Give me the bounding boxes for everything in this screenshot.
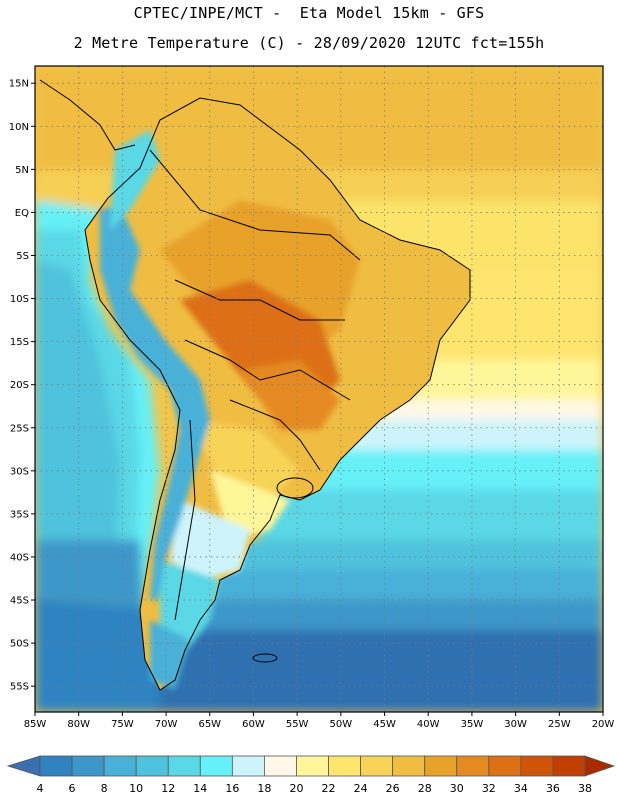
colorbar-label: 18 <box>257 782 271 795</box>
colorbar-label: 38 <box>578 782 592 795</box>
lat-label: 20S <box>10 380 29 391</box>
lon-label: 40W <box>417 719 440 730</box>
colorbar-label: 36 <box>546 782 560 795</box>
colorbar-label: 10 <box>129 782 143 795</box>
colorbar-label: 28 <box>418 782 432 795</box>
lat-label: 10S <box>10 294 29 305</box>
colorbar-label: 12 <box>161 782 175 795</box>
colorbar-label: 30 <box>450 782 464 795</box>
colorbar-swatch <box>360 755 394 777</box>
colorbar-swatch <box>296 755 329 777</box>
colorbar-swatch <box>199 755 233 777</box>
lon-label: 60W <box>242 719 265 730</box>
colorbar-label: 34 <box>514 782 528 795</box>
colorbar-label: 16 <box>225 782 239 795</box>
latitude-labels: 15N 10N 5N EQ 5S 10S 15S 20S 25S 30S 35S 40S 45S 50S 5… <box>9 79 35 693</box>
grid-lines <box>35 66 603 712</box>
coastlines <box>39 79 471 691</box>
colorbar-label: 22 <box>322 782 336 795</box>
lat-label: 35S <box>10 509 29 520</box>
colorbar-label: 20 <box>289 782 303 795</box>
colorbar-swatch <box>231 755 265 777</box>
colorbar-swatch <box>552 755 586 777</box>
lon-label: 70W <box>155 719 178 730</box>
colorbar-swatch <box>103 755 137 777</box>
colorbar-swatch <box>135 755 169 777</box>
lon-label: 80W <box>67 719 90 730</box>
lon-label: 20W <box>592 719 615 730</box>
lat-label: 55S <box>10 682 29 693</box>
colorbar-swatch <box>39 755 73 777</box>
colorbar-label: 8 <box>101 782 108 795</box>
lat-label: 5N <box>15 165 29 176</box>
lat-label: 40S <box>10 552 29 563</box>
colorbar-swatch <box>456 755 490 777</box>
colorbar-swatch <box>167 755 201 777</box>
lon-label: 75W <box>111 719 134 730</box>
lon-label: 25W <box>548 719 571 730</box>
colorbar-label: 26 <box>386 782 400 795</box>
colorbar-swatch <box>328 755 361 777</box>
colorbar-label: 4 <box>37 782 44 795</box>
lat-label: 5S <box>16 251 29 262</box>
chart-subtitle: 2 Metre Temperature (C) - 28/09/2020 12U… <box>73 34 545 52</box>
colorbar-swatch <box>520 755 554 777</box>
colorbar: 4 6 8 10 12 14 16 18 20 22 24 26 28 30 32 34 36 38 <box>6 755 616 795</box>
lat-label: 15S <box>10 337 29 348</box>
lat-label: EQ <box>15 208 29 219</box>
lon-label: 55W <box>286 719 309 730</box>
lat-label: 25S <box>10 423 29 434</box>
colorbar-swatch <box>71 755 105 777</box>
colorbar-swatch <box>424 755 458 777</box>
colorbar-label: 32 <box>482 782 496 795</box>
colorbar-label: 24 <box>354 782 368 795</box>
colorbar-arrow-right <box>584 755 616 777</box>
colorbar-arrow-left <box>6 755 41 777</box>
lon-label: 65W <box>198 719 221 730</box>
lon-label: 30W <box>504 719 527 730</box>
colorbar-swatch <box>488 755 522 777</box>
lat-label: 45S <box>10 596 29 607</box>
lat-label: 10N <box>9 122 29 133</box>
lon-label: 50W <box>330 719 353 730</box>
map-field <box>35 66 603 712</box>
colorbar-swatch <box>392 755 426 777</box>
lon-label: 85W <box>24 719 47 730</box>
lat-label: 15N <box>9 79 29 90</box>
lat-label: 50S <box>10 639 29 650</box>
longitude-labels: 85W 80W 75W 70W 65W 60W 55W 50W 45W 40W 35W 30W 25W 2… <box>24 712 615 730</box>
colorbar-label: 14 <box>193 782 207 795</box>
chart-title: CPTEC/INPE/MCT - Eta Model 15km - GFS <box>133 4 485 22</box>
lon-label: 45W <box>373 719 396 730</box>
lat-label: 30S <box>10 466 29 477</box>
lon-label: 35W <box>461 719 484 730</box>
map-frame <box>34 65 604 713</box>
colorbar-swatch <box>264 755 297 777</box>
colorbar-label: 6 <box>69 782 76 795</box>
